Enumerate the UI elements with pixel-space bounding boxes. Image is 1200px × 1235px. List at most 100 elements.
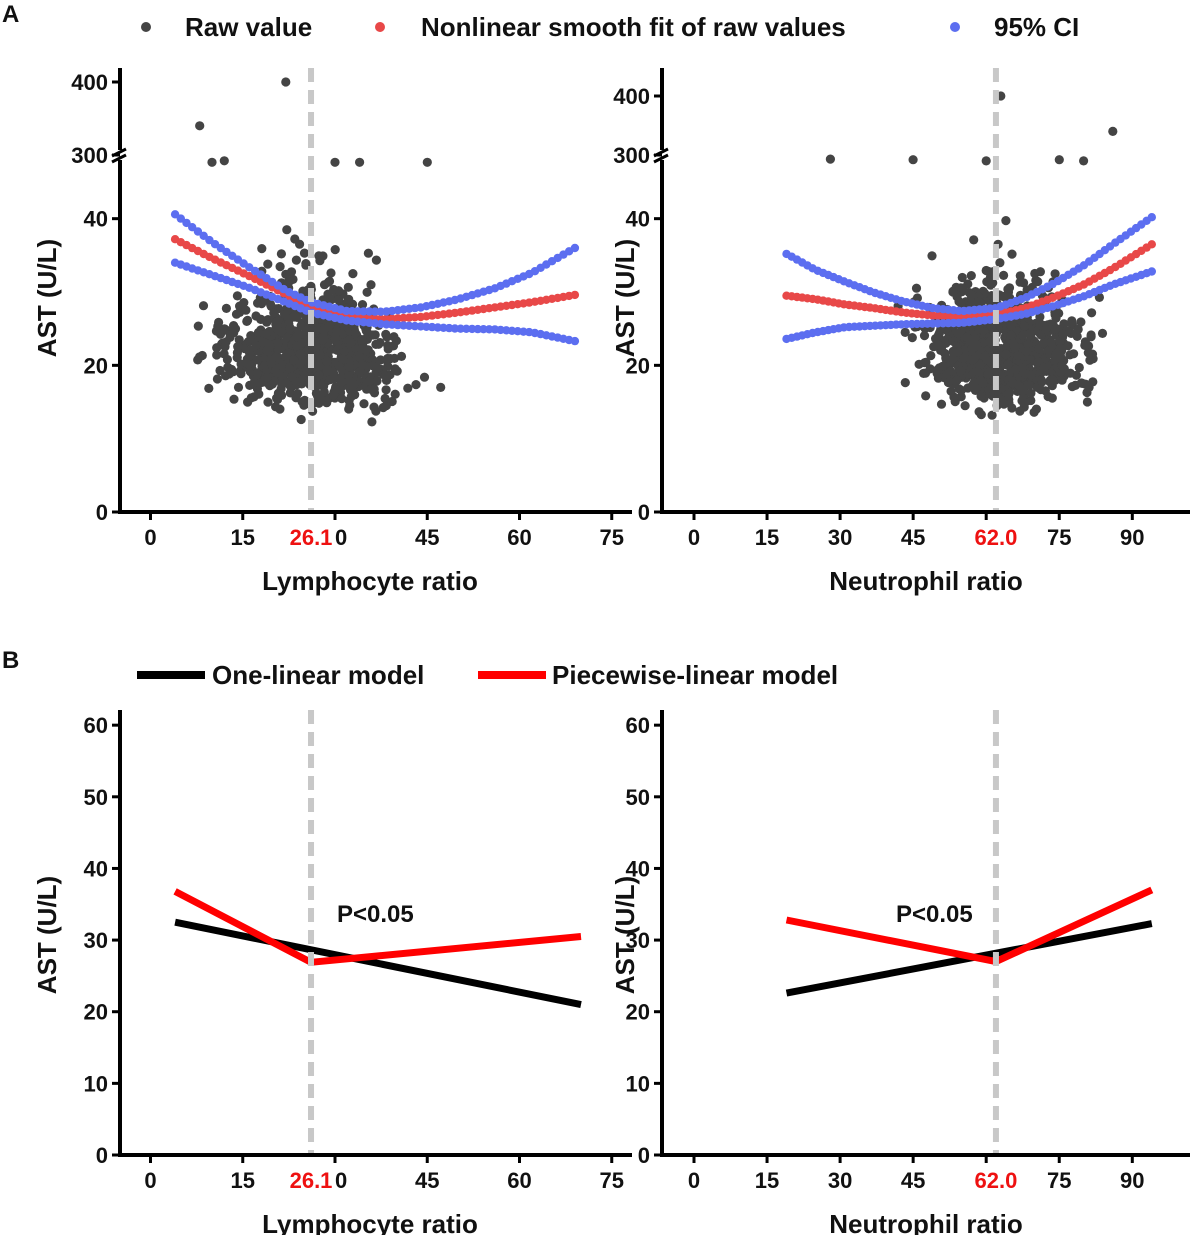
- raw-value-point: [366, 280, 376, 290]
- raw-value-point: [236, 369, 246, 379]
- raw-value-point: [927, 251, 937, 261]
- raw-value-point: [358, 360, 368, 371]
- y-tick-label: 60: [84, 713, 108, 738]
- x-tick-label: 45: [415, 1168, 439, 1193]
- raw-value-point: [335, 384, 345, 394]
- raw-value-point: [212, 374, 222, 384]
- raw-value-point: [999, 270, 1009, 280]
- raw-value-point: [1046, 337, 1056, 348]
- raw-value-point: [1035, 267, 1045, 277]
- y-tick-label: 20: [626, 1000, 650, 1025]
- raw-value-point: [357, 335, 367, 345]
- raw-value-point: [1009, 340, 1019, 351]
- cutoff-label: 62.0: [975, 525, 1018, 550]
- raw-value-point: [1097, 328, 1108, 338]
- plot-b-left: P<0.0501020304050600153045607526.1Lympho…: [32, 710, 632, 1235]
- raw-value-point: [948, 287, 958, 297]
- raw-value-point: [956, 298, 966, 308]
- raw-value-point: [919, 368, 929, 378]
- x-axis-title: Neutrophil ratio: [829, 1209, 1023, 1235]
- raw-value-point: [1041, 324, 1051, 334]
- raw-value-point: [363, 248, 373, 258]
- raw-value-point: [197, 350, 207, 361]
- raw-value-point: [958, 283, 968, 293]
- raw-value-point: [382, 332, 392, 342]
- ci-upper-curve-point: [193, 227, 203, 236]
- raw-value-point: [257, 299, 267, 309]
- raw-value-point: [1025, 329, 1035, 339]
- raw-value-point: [933, 365, 943, 375]
- raw-value-point: [960, 401, 970, 411]
- raw-value-point: [253, 327, 264, 338]
- y-ticks: 0 10 20 30 40 50 60: [626, 713, 662, 1168]
- raw-value-point: [285, 323, 295, 333]
- raw-value-point: [907, 333, 917, 343]
- raw-value-point: [1051, 313, 1061, 323]
- raw-value-point: [1007, 403, 1017, 413]
- raw-value-point: [231, 309, 242, 319]
- raw-value-point: [221, 337, 231, 347]
- raw-value-point: [369, 402, 379, 412]
- raw-value-point: [972, 366, 982, 377]
- raw-value-point: [273, 338, 283, 348]
- raw-value-point: [957, 272, 967, 283]
- raw-value-point: [1026, 388, 1036, 398]
- y-tick-label: 0: [96, 1143, 108, 1168]
- raw-value-point: [419, 372, 430, 382]
- y-tick-label: 20: [626, 353, 650, 378]
- raw-value-point: [436, 382, 446, 392]
- raw-value-point: [1057, 375, 1067, 385]
- raw-value-point: [221, 371, 231, 381]
- raw-value-outlier: [281, 77, 291, 87]
- raw-value-point: [1055, 343, 1066, 353]
- raw-value-point: [976, 376, 986, 386]
- raw-value-point: [953, 328, 963, 338]
- raw-value-point: [966, 271, 976, 281]
- y-tick-label: 30: [84, 928, 108, 953]
- raw-value-point: [1073, 324, 1083, 334]
- raw-value-point: [292, 331, 302, 342]
- raw-value-point: [1008, 378, 1018, 388]
- raw-value-point: [969, 235, 979, 245]
- raw-value-point: [971, 383, 981, 393]
- raw-value-point: [1006, 330, 1016, 340]
- raw-value-point: [1067, 316, 1077, 326]
- raw-value-point: [368, 361, 378, 371]
- raw-value-point: [221, 303, 231, 313]
- raw-value-point: [275, 262, 285, 272]
- raw-value-point: [1086, 332, 1096, 342]
- raw-value-point: [229, 328, 239, 338]
- x-tick-label: 75: [600, 1168, 624, 1193]
- ci-upper-curve-point: [1147, 213, 1157, 222]
- raw-value-point: [1020, 398, 1030, 408]
- raw-value-point: [946, 386, 956, 396]
- legend-fit-label: Nonlinear smooth fit of raw values: [421, 12, 846, 42]
- y-tick-label: 20: [84, 353, 108, 378]
- raw-value-point: [283, 277, 294, 287]
- panel-label-b: B: [2, 647, 19, 674]
- raw-value-point: [1018, 330, 1028, 341]
- raw-value-point: [1063, 341, 1073, 351]
- raw-value-point: [1057, 361, 1067, 371]
- raw-value-point: [948, 346, 958, 356]
- raw-value-point: [361, 326, 371, 336]
- cutoff-label: 26.1: [290, 525, 333, 550]
- raw-value-outlier: [195, 121, 205, 131]
- y-tick-label: 50: [84, 785, 108, 810]
- raw-value-point: [334, 361, 344, 371]
- raw-value-point: [219, 349, 229, 359]
- raw-value-point: [974, 407, 984, 417]
- y-ticks: 0 20 40 300 400: [613, 84, 662, 525]
- raw-value-point: [252, 368, 263, 378]
- raw-value-point: [338, 354, 348, 364]
- raw-value-point: [296, 338, 307, 348]
- y-tick-label: 10: [84, 1071, 108, 1096]
- raw-value-point: [262, 317, 272, 327]
- cutoff-label-backing: [287, 1167, 336, 1193]
- p-value-annotation: P<0.05: [337, 901, 414, 928]
- raw-value-point: [959, 353, 969, 363]
- y-tick-label: 40: [626, 856, 650, 881]
- y-axis-title: AST (U/L): [610, 239, 640, 357]
- raw-value-point: [315, 350, 325, 360]
- x-tick-label: 30: [828, 525, 852, 550]
